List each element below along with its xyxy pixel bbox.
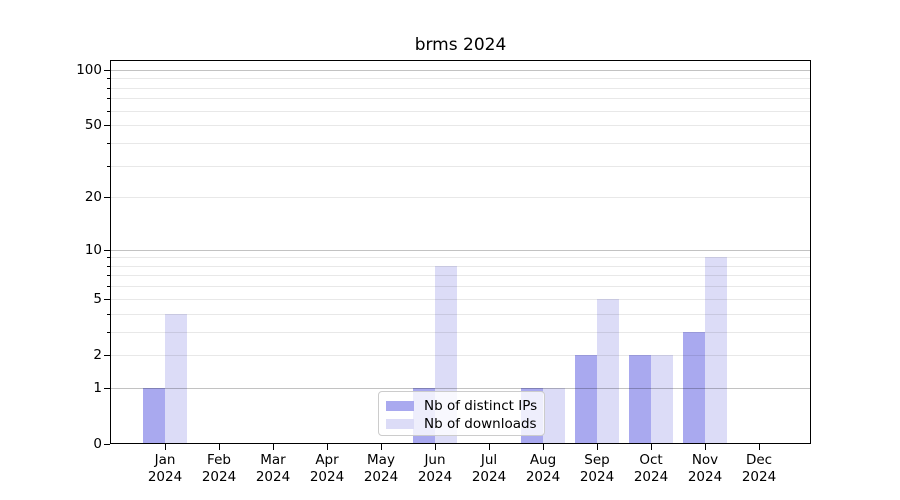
y-tick-minor	[107, 257, 110, 259]
y-tick-label: 2	[93, 346, 102, 363]
gridline-major	[111, 387, 810, 389]
y-tick-minor	[107, 110, 110, 112]
y-tick-minor	[107, 275, 110, 277]
bar-nb-of-distinct-ips-sep	[575, 354, 597, 444]
bar-nb-of-downloads-aug	[543, 387, 565, 444]
gridline-minor	[111, 165, 810, 167]
y-tick	[104, 354, 110, 356]
legend-label-nb-of-distinct-ips: Nb of distinct IPs	[424, 398, 538, 414]
x-tick	[381, 444, 382, 450]
gridline-minor	[111, 265, 810, 267]
y-tick-label: 50	[84, 117, 102, 134]
bar-nb-of-distinct-ips-oct	[629, 354, 651, 444]
gridline-minor	[111, 286, 810, 288]
gridline-minor	[111, 313, 810, 315]
gridline-major	[111, 249, 810, 251]
y-tick-minor	[107, 98, 110, 100]
y-tick-label: 10	[84, 241, 102, 258]
gridline-minor	[111, 298, 810, 300]
y-tick	[104, 444, 110, 445]
gridline-minor	[111, 331, 810, 333]
y-tick-label: 1	[93, 379, 102, 396]
x-tick-label-jun: Jun 2024	[417, 452, 453, 485]
bar-nb-of-distinct-ips-nov	[683, 331, 705, 444]
bar-nb-of-downloads-nov	[705, 257, 727, 444]
y-tick-label: 20	[84, 189, 102, 206]
y-tick-label: 100	[76, 61, 102, 78]
x-tick	[489, 444, 490, 450]
y-tick-minor	[107, 78, 110, 80]
x-tick-label-mar: Mar 2024	[255, 452, 291, 485]
x-tick	[435, 444, 436, 450]
y-tick-label: 0	[93, 436, 102, 452]
x-tick-label-sep: Sep 2024	[579, 452, 615, 485]
legend-swatch-nb-of-downloads	[386, 419, 414, 429]
x-tick-label-oct: Oct 2024	[633, 452, 669, 485]
x-tick	[219, 444, 220, 450]
legend-item-nb-of-downloads: Nb of downloads	[386, 415, 544, 433]
legend-label-nb-of-downloads: Nb of downloads	[424, 416, 537, 432]
legend: Nb of distinct IPs Nb of downloads	[378, 391, 545, 436]
x-tick-label-nov: Nov 2024	[687, 452, 723, 485]
gridline-minor	[111, 257, 810, 259]
y-tick-minor	[107, 165, 110, 167]
legend-item-nb-of-distinct-ips: Nb of distinct IPs	[386, 397, 544, 415]
gridline-minor	[111, 98, 810, 100]
x-tick-label-jul: Jul 2024	[471, 452, 507, 485]
legend-swatch-nb-of-distinct-ips	[386, 401, 414, 411]
y-tick	[104, 197, 110, 199]
x-tick	[273, 444, 274, 450]
gridline-minor	[111, 87, 810, 89]
y-tick	[104, 387, 110, 389]
y-tick-minor	[107, 87, 110, 89]
x-tick	[597, 444, 598, 450]
x-tick	[651, 444, 652, 450]
x-tick-label-jan: Jan 2024	[147, 452, 183, 485]
gridline-minor	[111, 275, 810, 277]
gridline-minor	[111, 78, 810, 80]
x-tick-label-may: May 2024	[363, 452, 399, 485]
y-tick	[104, 125, 110, 127]
chart-title: brms 2024	[414, 35, 507, 55]
y-tick-minor	[107, 313, 110, 315]
bar-nb-of-downloads-oct	[651, 354, 673, 444]
gridline-minor	[111, 354, 810, 356]
gridline-minor	[111, 142, 810, 144]
x-tick	[327, 444, 328, 450]
x-tick-label-aug: Aug 2024	[525, 452, 561, 485]
bar-nb-of-downloads-jan	[165, 313, 187, 444]
y-tick-label: 5	[93, 290, 102, 307]
plot-frame	[110, 60, 811, 444]
x-tick	[705, 444, 706, 450]
gridline-major	[111, 69, 810, 71]
x-tick-label-dec: Dec 2024	[741, 452, 777, 485]
y-tick	[104, 298, 110, 300]
x-tick	[543, 444, 544, 450]
x-tick-label-apr: Apr 2024	[309, 452, 345, 485]
bar-nb-of-distinct-ips-jan	[143, 387, 165, 444]
x-tick-label-feb: Feb 2024	[201, 452, 237, 485]
x-tick	[759, 444, 760, 450]
gridline-minor	[111, 125, 810, 127]
y-tick-minor	[107, 286, 110, 288]
bar-nb-of-downloads-sep	[597, 298, 619, 444]
y-tick	[104, 249, 110, 251]
gridline-minor	[111, 110, 810, 112]
x-tick	[165, 444, 166, 450]
y-tick-minor	[107, 265, 110, 267]
gridline-minor	[111, 197, 810, 199]
y-tick-minor	[107, 331, 110, 333]
y-tick	[104, 69, 110, 71]
y-tick-minor	[107, 142, 110, 144]
